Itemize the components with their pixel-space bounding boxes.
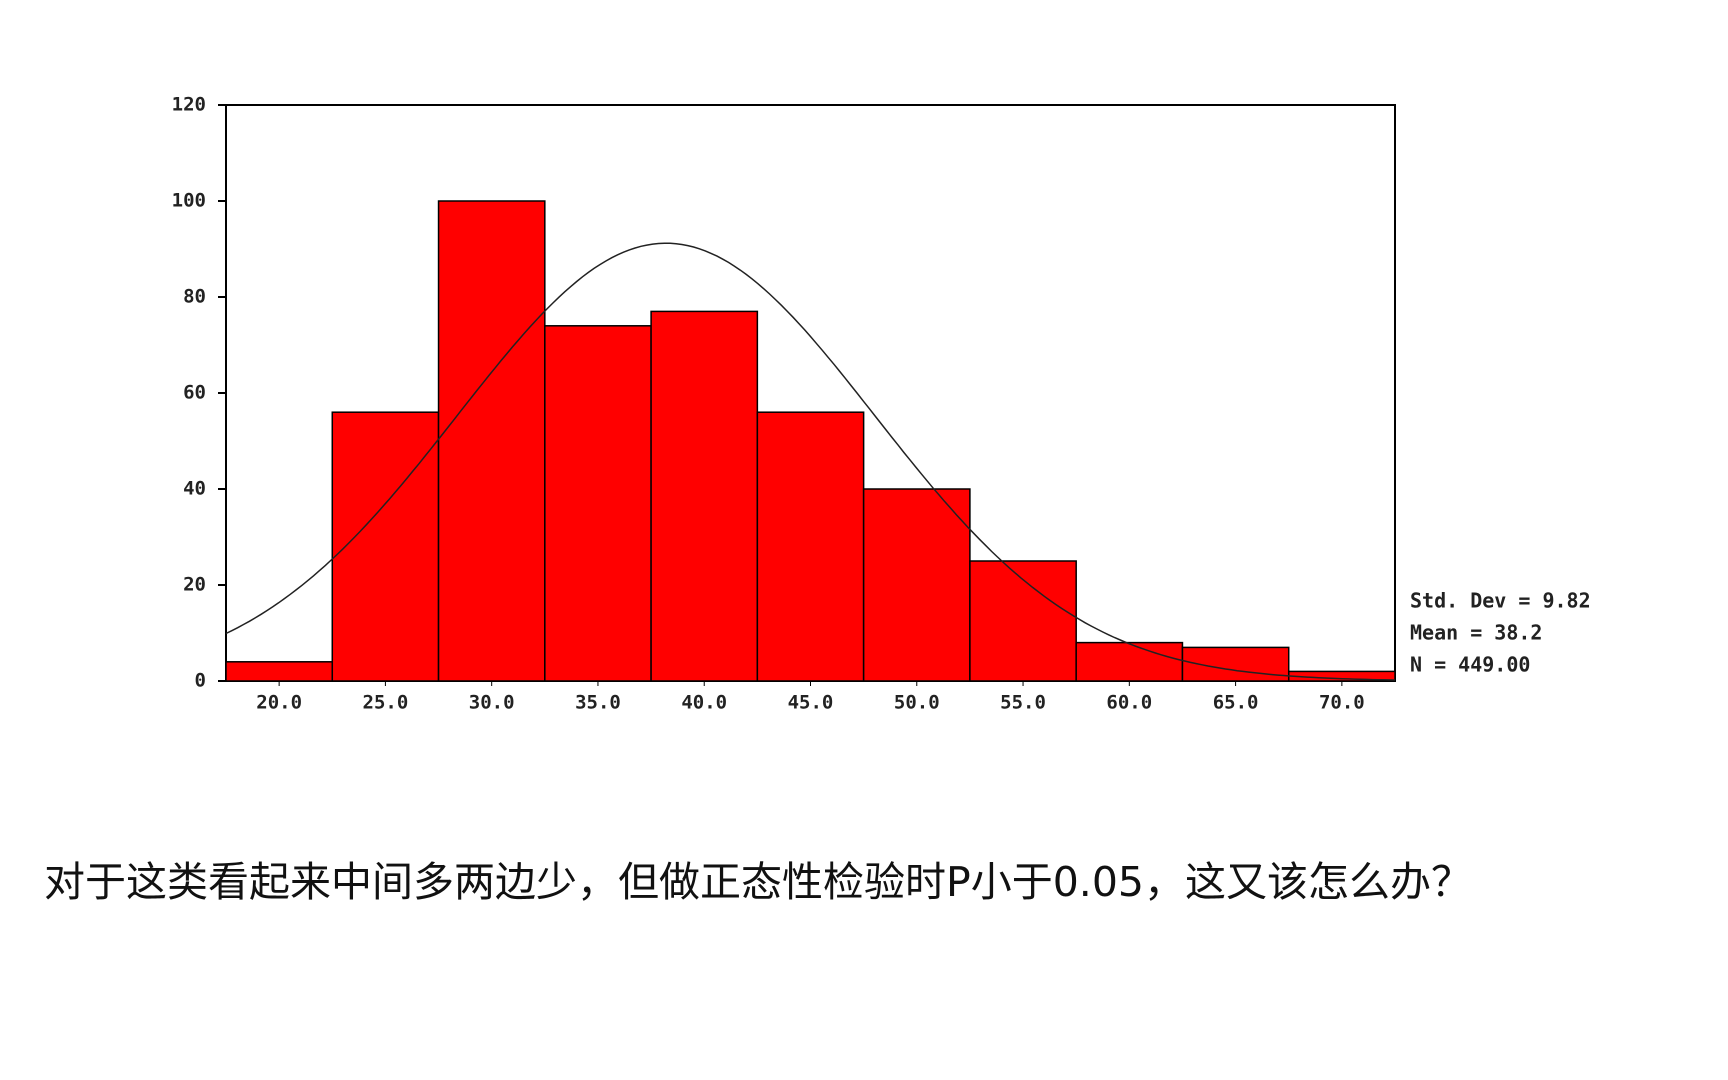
x-tick-label: 45.0 [788,692,834,714]
x-tick-label: 65.0 [1213,692,1259,714]
x-tick-label: 60.0 [1106,692,1152,714]
y-tick-label: 80 [183,286,206,308]
bar [544,325,652,682]
bar [862,488,971,682]
x-tick-label: 70.0 [1319,692,1365,714]
x-tick-label: 20.0 [256,692,302,714]
y-tick-label: 20 [183,574,206,596]
stats-text: Std. Dev = 9.82 [1410,589,1591,613]
bar [969,560,1077,682]
x-tick-label: 25.0 [363,692,409,714]
bar [437,200,546,682]
chart: 0 20 40 60 80 100 120 20.0 25.0 30.0 35.0 40.0 45.0 5… [172,94,1591,714]
y-tick-label: 40 [183,478,206,500]
x-tick-label: 50.0 [894,692,940,714]
caption: 对于这类看起来中间多两边少，但做正态性检验时P小于0.05，这又该怎么办？ [44,858,1473,906]
x-tick-label: 55.0 [1000,692,1046,714]
x-tick-label: 30.0 [469,692,515,714]
stats-text: Mean = 38.2 [1410,621,1542,645]
bar [756,411,865,682]
normal-curve [225,242,1396,681]
y-tick-label: 120 [172,94,206,116]
y-tick-label: 60 [183,382,206,404]
y-tick-label: 100 [172,190,206,212]
x-tick-label: 35.0 [575,692,621,714]
bar [225,661,334,682]
stats-text: N = 449.00 [1410,653,1530,677]
bar [331,411,440,682]
bar [1075,641,1184,682]
x-tick-label: 40.0 [681,692,727,714]
bar [650,310,759,682]
y-tick-label: 0 [195,670,206,692]
